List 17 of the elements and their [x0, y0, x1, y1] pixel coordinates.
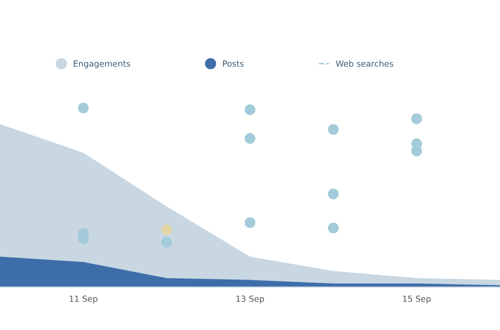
legend-label: Engagements [74, 60, 130, 68]
point [411, 113, 422, 124]
legend-label: Posts [223, 60, 244, 67]
point [161, 236, 172, 248]
legend-label: Web searches [336, 60, 394, 67]
point [328, 222, 339, 234]
point [328, 124, 339, 135]
point [411, 146, 422, 156]
point [161, 224, 172, 236]
x-tick-label: 11 Sep [70, 296, 98, 304]
point [244, 217, 256, 228]
point [78, 102, 89, 114]
x-tick-label: 13 Sep [236, 296, 264, 304]
x-tick-label: 15 Sep [403, 296, 431, 304]
point [244, 133, 256, 144]
point [328, 188, 339, 200]
point [244, 104, 256, 116]
